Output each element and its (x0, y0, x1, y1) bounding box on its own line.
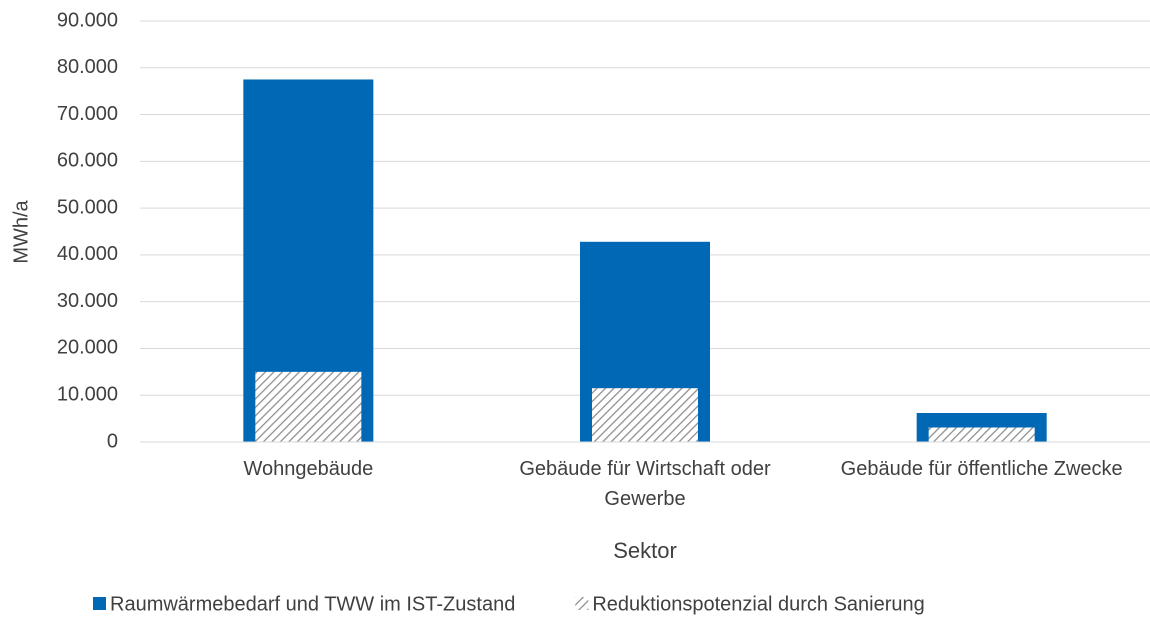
legend-swatch (575, 597, 589, 610)
x-tick-label: Gebäude für Wirtschaft oder Gewerbe (519, 458, 771, 510)
y-tick-label: 10.000 (57, 384, 118, 406)
y-tick-label: 80.000 (57, 56, 118, 78)
y-tick-label: 60.000 (57, 150, 118, 172)
x-tick-label-line: Gebäude für öffentliche Zwecke (841, 458, 1123, 480)
bar (592, 388, 698, 442)
legend-label: Raumwärmebedarf und TWW im IST-Zustand (110, 593, 515, 615)
y-tick-label: 50.000 (57, 196, 118, 218)
x-tick-label-line: Wohngebäude (243, 458, 373, 480)
legend-swatch (93, 597, 106, 610)
y-tick-label: 0 (107, 430, 118, 452)
legend-label: Reduktionspotenzial durch Sanierung (592, 593, 924, 615)
x-axis-label: Sektor (613, 538, 677, 563)
y-tick-label: 90.000 (57, 9, 118, 31)
x-tick-label: Wohngebäude (243, 458, 373, 480)
y-tick-label: 30.000 (57, 290, 118, 312)
bar (928, 427, 1035, 442)
y-tick-label: 20.000 (57, 337, 118, 359)
x-tick-label-line: Gewerbe (604, 488, 685, 510)
y-tick-label: 70.000 (57, 103, 118, 125)
y-tick-label: 40.000 (57, 243, 118, 265)
bar (255, 371, 362, 442)
x-tick-label-line: Gebäude für Wirtschaft oder (519, 458, 771, 480)
y-axis-label: MWh/a (10, 199, 32, 263)
x-tick-label: Gebäude für öffentliche Zwecke (841, 458, 1123, 480)
